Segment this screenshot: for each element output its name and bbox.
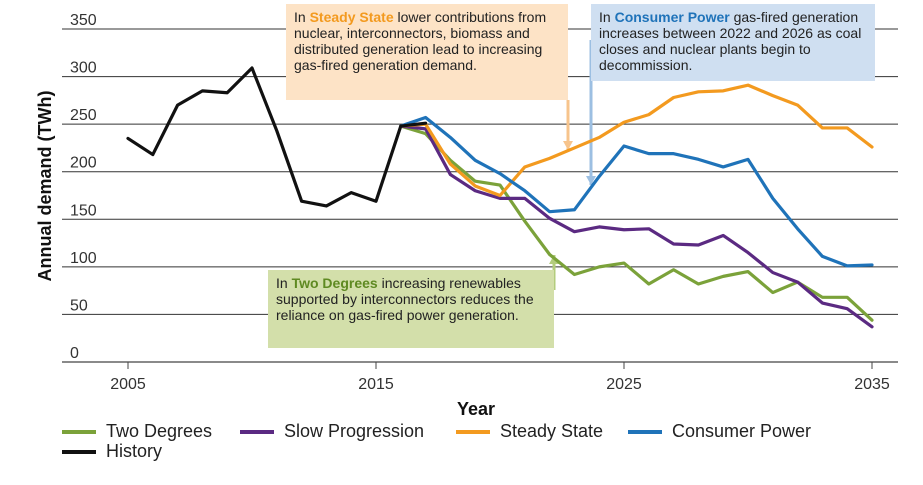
annotation-text: increasing renewables supported by inter… bbox=[276, 275, 534, 323]
y-tick-labels: 0 50 100 150 200 250 300 350 bbox=[70, 12, 97, 362]
x-tick-labels: 2005 2015 2025 2035 bbox=[110, 362, 890, 393]
series-line-two-degrees bbox=[399, 124, 874, 322]
annotation-two-degrees: In Two Degrees increasing renewables sup… bbox=[268, 270, 554, 348]
y-tick-label: 250 bbox=[70, 107, 97, 124]
legend-item-slow-progression: Slow Progression bbox=[240, 421, 424, 442]
annotation-consumer-power: In Consumer Power gas-fired generation i… bbox=[591, 4, 875, 81]
legend-swatch bbox=[62, 429, 96, 434]
annotation-prefix: In bbox=[276, 275, 292, 291]
arrow-steady-state-head bbox=[563, 141, 573, 150]
x-axis-title: Year bbox=[457, 399, 495, 419]
legend-item-steady-state: Steady State bbox=[456, 421, 603, 442]
legend-label: Two Degrees bbox=[106, 421, 213, 441]
y-tick-label: 100 bbox=[70, 250, 97, 267]
x-tick-label: 2035 bbox=[854, 376, 890, 393]
y-tick-label: 50 bbox=[70, 297, 88, 314]
y-tick-label: 0 bbox=[70, 345, 79, 362]
legend-label: Consumer Power bbox=[672, 421, 812, 441]
legend-label: Steady State bbox=[500, 421, 604, 441]
series-line-steady-state bbox=[399, 83, 874, 198]
y-tick-label: 350 bbox=[70, 12, 97, 29]
grid-lines bbox=[62, 28, 898, 363]
annotation-prefix: In bbox=[294, 9, 310, 25]
x-tick-label: 2005 bbox=[110, 376, 146, 393]
y-axis-title: Annual demand (TWh) bbox=[35, 91, 55, 282]
annotation-highlight: Consumer Power bbox=[614, 9, 730, 25]
legend-swatch bbox=[240, 429, 274, 434]
legend-item-history: History bbox=[62, 441, 162, 462]
x-tick-label: 2015 bbox=[358, 376, 394, 393]
annotation-steady-state: In Steady State lower contributions from… bbox=[286, 4, 568, 100]
series-line-slow-progression bbox=[399, 124, 874, 329]
legend-item-two-degrees: Two Degrees bbox=[62, 421, 212, 442]
legend-swatch bbox=[628, 429, 662, 434]
annotation-highlight: Two Degrees bbox=[291, 275, 378, 291]
series-line-history bbox=[126, 66, 428, 208]
annotation-text: lower contributions from nuclear, interc… bbox=[294, 9, 547, 73]
legend-item-consumer-power: Consumer Power bbox=[628, 421, 811, 442]
annotation-highlight: Steady State bbox=[309, 9, 394, 25]
annotation-text: gas-fired generation increases between 2… bbox=[599, 9, 862, 73]
y-tick-label: 300 bbox=[70, 60, 97, 77]
legend-swatch bbox=[456, 429, 490, 434]
legend-swatch bbox=[62, 449, 96, 454]
series-line-consumer-power bbox=[399, 115, 874, 268]
arrow-consumer-power-head bbox=[586, 176, 596, 185]
y-tick-label: 200 bbox=[70, 155, 97, 172]
annotation-prefix: In bbox=[599, 9, 615, 25]
series-lines bbox=[126, 66, 874, 329]
y-tick-label: 150 bbox=[70, 202, 97, 219]
legend-label: Slow Progression bbox=[284, 421, 425, 441]
legend-label: History bbox=[106, 441, 163, 461]
x-tick-label: 2025 bbox=[606, 376, 642, 393]
